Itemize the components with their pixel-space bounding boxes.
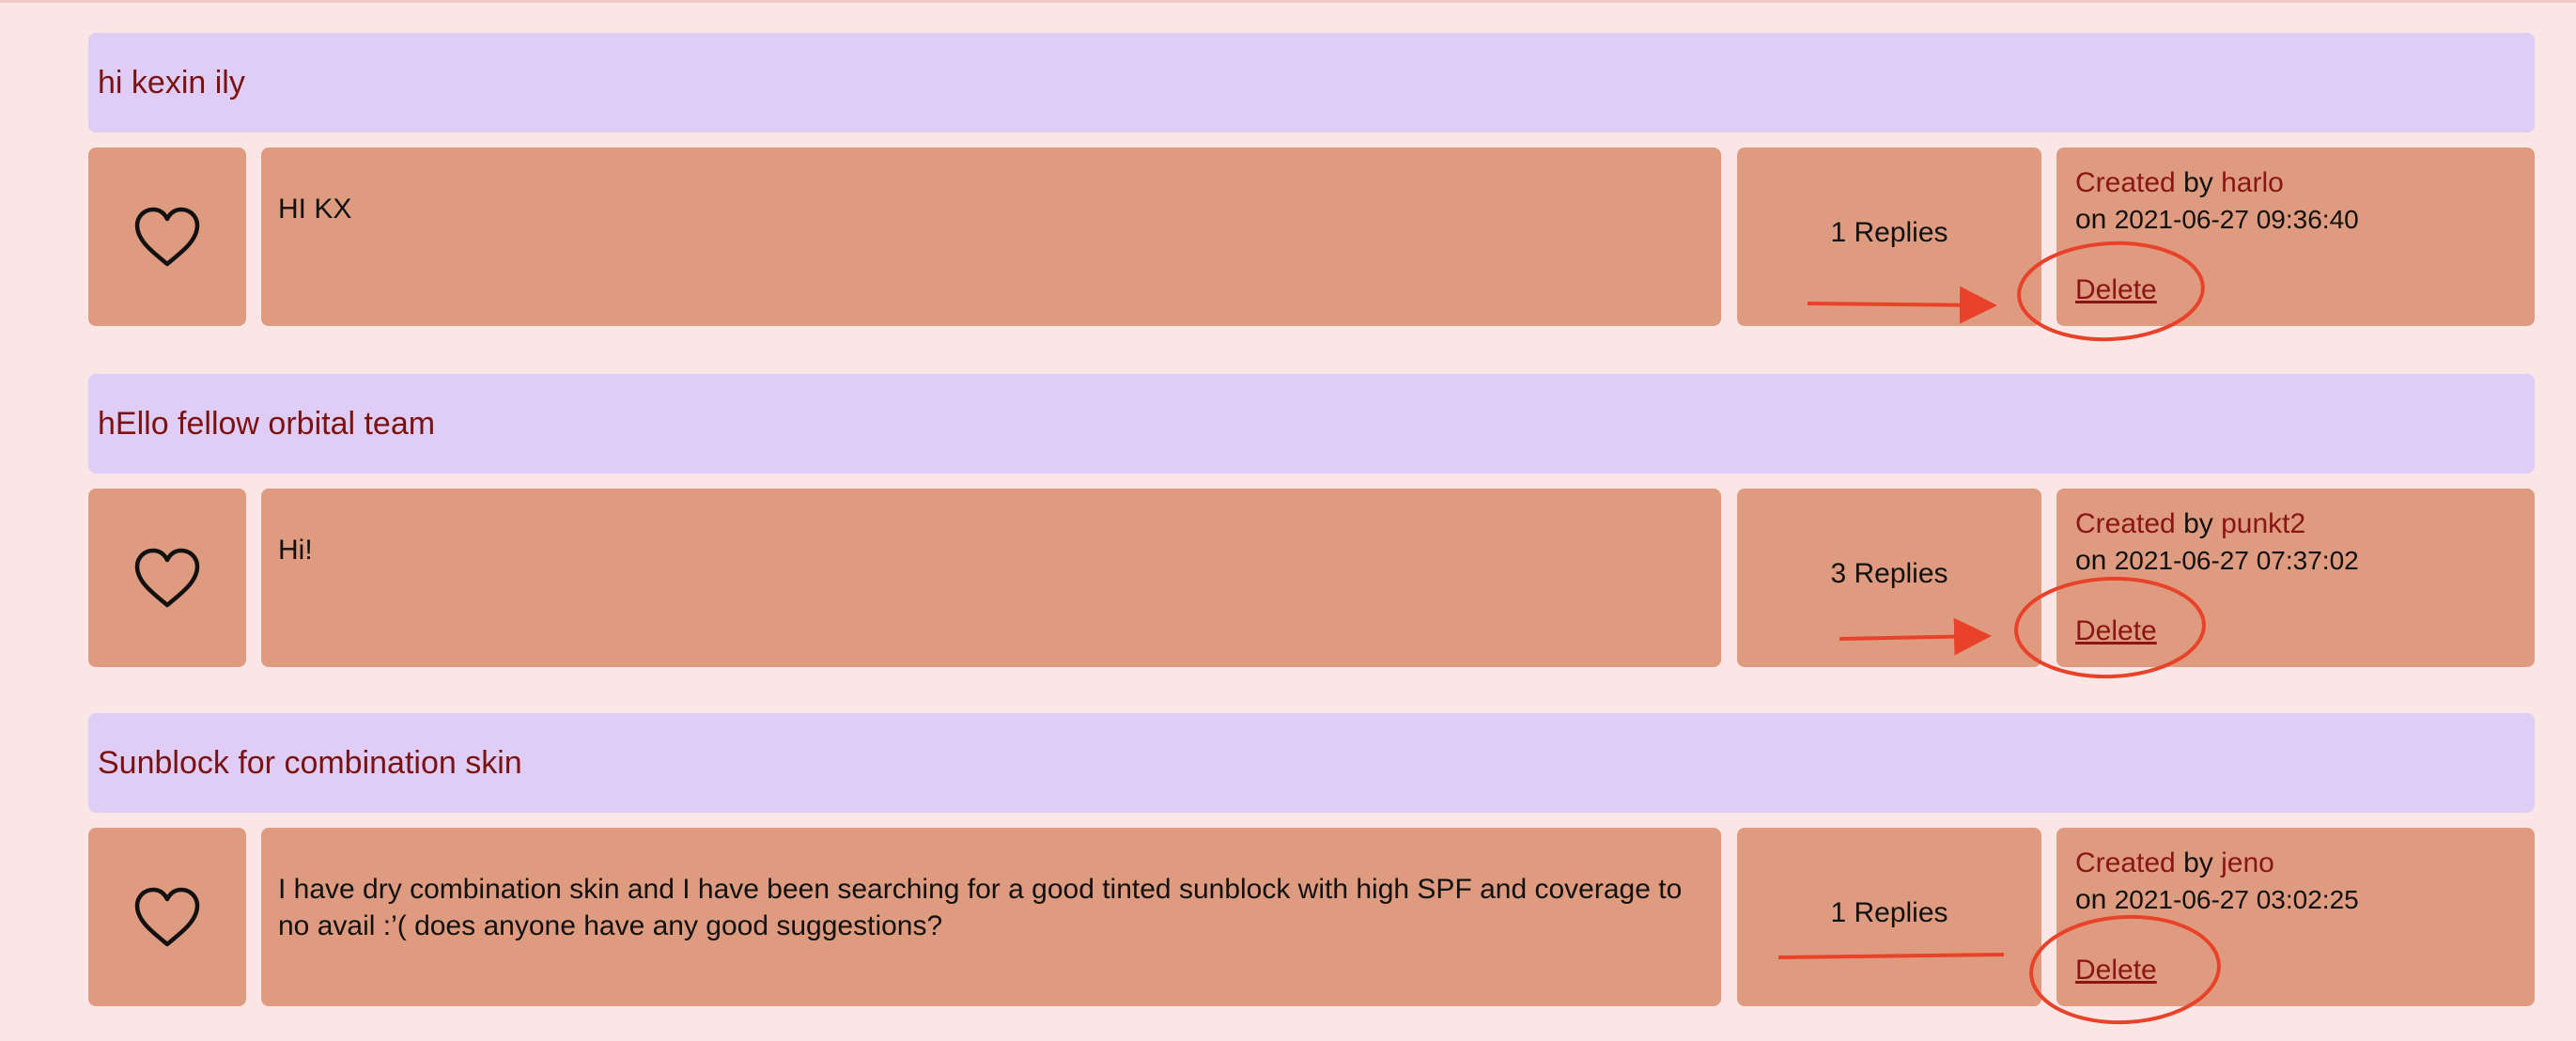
- created-label: Created: [2075, 167, 2176, 198]
- post-body: I have dry combination skin and I have b…: [261, 828, 1721, 1006]
- created-line: Created by punkt2: [2075, 505, 2535, 542]
- post-body: HI KX: [261, 148, 1721, 326]
- replies-button[interactable]: 1 Replies: [1737, 828, 2041, 1006]
- timestamp-line: on 2021-06-27 03:02:25: [2075, 881, 2535, 918]
- heart-outline-icon: [134, 207, 200, 267]
- by-label: by: [2183, 167, 2213, 198]
- post-timestamp: 2021-06-27 03:02:25: [2114, 885, 2359, 914]
- like-button[interactable]: [88, 489, 246, 667]
- replies-count: 3 Replies: [1830, 558, 1948, 589]
- author-name[interactable]: punkt2: [2221, 508, 2306, 539]
- by-label: by: [2183, 847, 2213, 878]
- post-title[interactable]: hi kexin ily: [88, 33, 2535, 132]
- top-divider: [0, 0, 2576, 3]
- created-label: Created: [2075, 847, 2176, 878]
- post-timestamp: 2021-06-27 09:36:40: [2114, 205, 2359, 234]
- replies-count: 1 Replies: [1830, 217, 1948, 248]
- post-title[interactable]: hEllo fellow orbital team: [88, 374, 2535, 474]
- heart-outline-icon: [134, 887, 200, 947]
- like-button[interactable]: [88, 828, 246, 1006]
- timestamp-line: on 2021-06-27 09:36:40: [2075, 201, 2535, 238]
- delete-link[interactable]: Delete: [2075, 955, 2157, 986]
- created-label: Created: [2075, 508, 2176, 539]
- replies-count: 1 Replies: [1830, 897, 1948, 928]
- post-title-text: hi kexin ily: [98, 64, 245, 101]
- delete-link[interactable]: Delete: [2075, 274, 2157, 305]
- on-label: on: [2075, 884, 2107, 915]
- on-label: on: [2075, 204, 2107, 235]
- on-label: on: [2075, 545, 2107, 576]
- post-body-text: Hi!: [278, 535, 313, 566]
- post-meta: Created by punkt2 on 2021-06-27 07:37:02…: [2056, 489, 2535, 667]
- by-label: by: [2183, 508, 2213, 539]
- author-name[interactable]: harlo: [2221, 167, 2284, 198]
- post-meta: Created by jeno on 2021-06-27 03:02:25 D…: [2056, 828, 2535, 1006]
- created-line: Created by harlo: [2075, 164, 2535, 201]
- forum-post: hEllo fellow orbital team Hi! 3 Replies …: [88, 374, 2535, 678]
- like-button[interactable]: [88, 148, 246, 326]
- replies-button[interactable]: 3 Replies: [1737, 489, 2041, 667]
- post-body-text: HI KX: [278, 194, 352, 225]
- delete-link[interactable]: Delete: [2075, 615, 2157, 646]
- forum-post: Sunblock for combination skin I have dry…: [88, 713, 2535, 1018]
- author-name[interactable]: jeno: [2221, 847, 2274, 878]
- replies-button[interactable]: 1 Replies: [1737, 148, 2041, 326]
- post-title[interactable]: Sunblock for combination skin: [88, 713, 2535, 813]
- created-line: Created by jeno: [2075, 845, 2535, 881]
- timestamp-line: on 2021-06-27 07:37:02: [2075, 542, 2535, 579]
- post-body: Hi!: [261, 489, 1721, 667]
- forum-post: hi kexin ily HI KX 1 Replies Created by …: [88, 33, 2535, 337]
- heart-outline-icon: [134, 548, 200, 608]
- post-body-text: I have dry combination skin and I have b…: [278, 874, 1683, 941]
- post-title-text: hEllo fellow orbital team: [98, 405, 436, 442]
- post-title-text: Sunblock for combination skin: [98, 744, 522, 781]
- post-timestamp: 2021-06-27 07:37:02: [2114, 546, 2359, 575]
- post-meta: Created by harlo on 2021-06-27 09:36:40 …: [2056, 148, 2535, 326]
